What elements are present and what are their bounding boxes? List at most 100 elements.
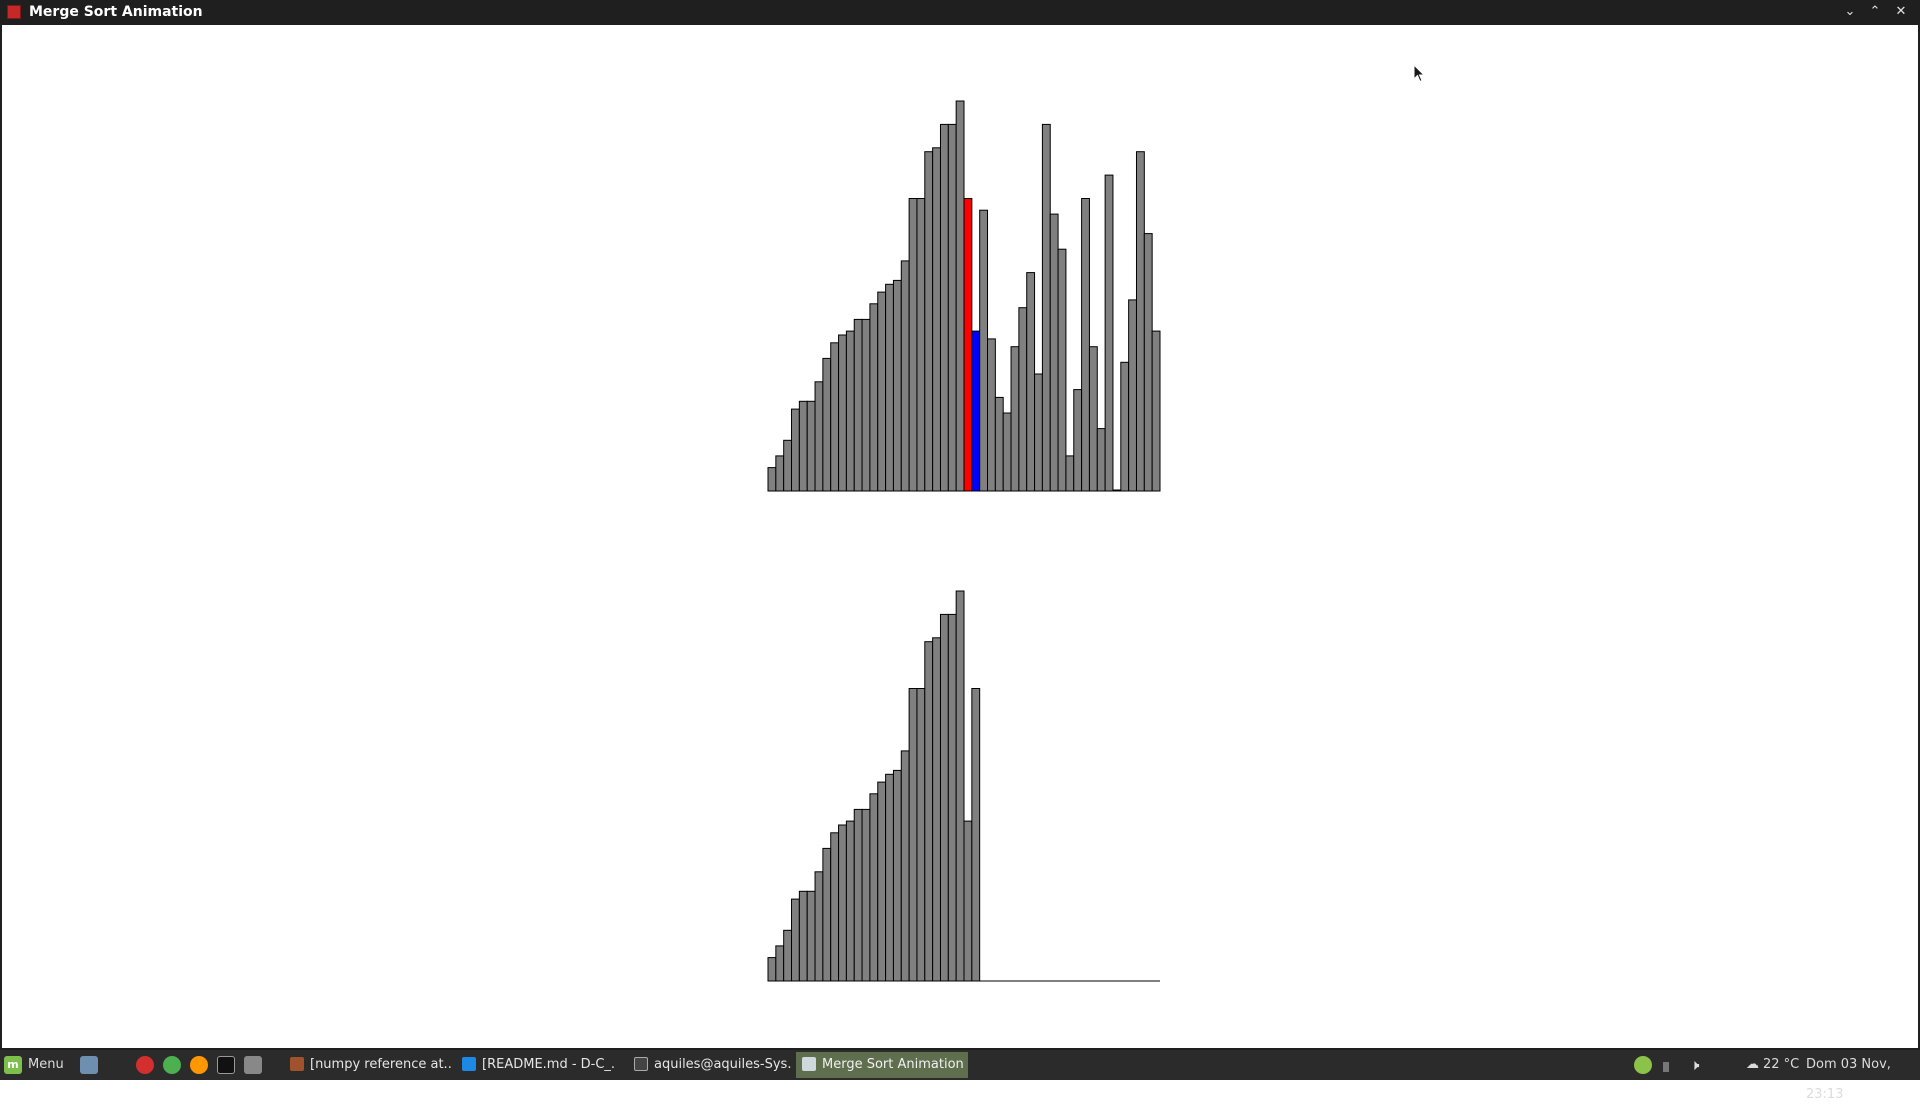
main-array-bar [1096,428,1106,492]
aux-array-bar [955,590,965,982]
aux-array-bar [814,871,824,982]
aux-array-bar [845,820,855,982]
files-launcher-icon[interactable] [244,1056,262,1074]
main-array-bar [892,279,902,492]
main-array-bar [1057,248,1067,492]
main-array-bar [1041,123,1051,492]
main-array-bar [1018,307,1028,492]
maximize-button[interactable]: ⌃ [1869,4,1881,19]
main-array-bar [947,123,957,492]
aux-array-bars [767,590,1160,982]
main-array-bar [783,439,793,492]
main-array-bar [1088,346,1098,492]
security-shield-icon[interactable] [1634,1056,1652,1074]
main-array-bar [877,291,887,492]
main-array-bar [869,303,879,492]
weather-icon[interactable]: ☁ [1746,1057,1759,1072]
task-label: aquiles@aquiles-Sys... [654,1057,792,1072]
aux-array-bar [971,688,981,982]
main-array-bar [798,400,808,492]
aux-array-bar [908,688,918,982]
close-button[interactable]: ✕ [1895,4,1907,19]
firefox-icon[interactable] [190,1056,208,1074]
main-array-bar [987,338,996,492]
main-array-bar [1049,213,1059,492]
main-array-bar [830,342,840,492]
aux-array-bar [822,847,832,982]
show-desktop-icon[interactable] [80,1056,98,1074]
aux-array-bar [885,773,894,982]
minimize-button[interactable]: ⌄ [1844,4,1856,19]
main-array-bar [1120,361,1130,492]
main-array-bar [814,381,824,492]
network-icon[interactable] [1663,1062,1669,1072]
temperature-label[interactable]: 22 °C [1763,1057,1800,1072]
menu-button[interactable]: m Menu [4,1050,64,1080]
chrome-icon[interactable] [163,1056,181,1074]
aux-array-bar [791,898,800,982]
aux-array-bar [767,957,777,982]
main-array-bar [908,198,918,492]
main-array-bar [838,334,847,492]
aux-array-bar [838,824,847,982]
main-array-bar [1073,389,1083,492]
main-array-bar [791,408,800,492]
aux-array-bar [900,750,910,982]
aux-array-bar [798,890,808,982]
main-array-bar [1143,233,1153,492]
main-array-bars [767,100,1161,492]
main-array-bar [885,283,894,492]
aux-array-bar [869,793,879,982]
clock-label[interactable]: Dom 03 Nov, 23:13 [1806,1057,1891,1102]
task-numpy-reference[interactable]: [numpy reference at... [284,1052,452,1078]
main-array-bar [916,198,926,492]
task-readme-vscode[interactable]: [README.md - D-C_... [456,1052,616,1078]
task-terminal[interactable]: aquiles@aquiles-Sys... [628,1052,792,1078]
menu-label: Menu [28,1057,64,1072]
volume-icon[interactable]: 🕨 [1690,1056,1700,1074]
main-array-bar [845,330,855,492]
task-label: [numpy reference at... [310,1057,452,1072]
terminal-launcher-icon[interactable] [217,1056,235,1074]
main-array-bar [979,209,989,492]
aux-array-bar [939,613,949,982]
window-icon [802,1057,816,1071]
aux-array-bar [853,808,863,982]
taskbar: m Menu [numpy reference at... [README.md … [0,1050,1920,1102]
aux-array-bar [916,688,926,982]
mouse-cursor-icon [1413,64,1426,83]
main-array-bar [775,455,785,492]
app-icon [7,5,21,19]
aux-array-bar [861,808,871,982]
document-viewer-icon [290,1057,304,1071]
aux-array-bar [877,781,887,982]
task-merge-sort-animation[interactable]: Merge Sort Animation [796,1052,968,1078]
main-array-bar [932,147,941,492]
main-array-bar [963,198,973,492]
aux-array-bar [775,945,785,982]
aux-array-bar [830,832,840,982]
task-label: [README.md - D-C_... [482,1057,616,1072]
aux-array-bar [806,890,816,982]
main-array-bar [1065,455,1075,492]
main-array-bar [767,467,777,492]
main-array-bar [1002,412,1012,492]
opera-icon[interactable] [136,1056,154,1074]
aux-array-bar [783,929,793,982]
main-array-bar [1026,272,1036,492]
main-array-bar [971,330,981,492]
task-label: Merge Sort Animation [822,1057,964,1072]
terminal-icon [634,1057,648,1071]
aux-array-bar [932,637,941,982]
main-array-bar [1135,151,1145,492]
title-bar: Merge Sort Animation ⌄ ⌃ ✕ [0,0,1920,25]
main-array-bar [1010,346,1020,492]
mint-logo-icon: m [4,1055,22,1074]
window-frame [0,25,1920,1050]
window-title: Merge Sort Animation [29,4,203,20]
aux-array-bar [924,641,934,982]
aux-array-bar [947,613,957,982]
main-array-bar [853,318,863,492]
aux-array-bar [892,769,902,982]
main-array-bar [822,357,832,492]
